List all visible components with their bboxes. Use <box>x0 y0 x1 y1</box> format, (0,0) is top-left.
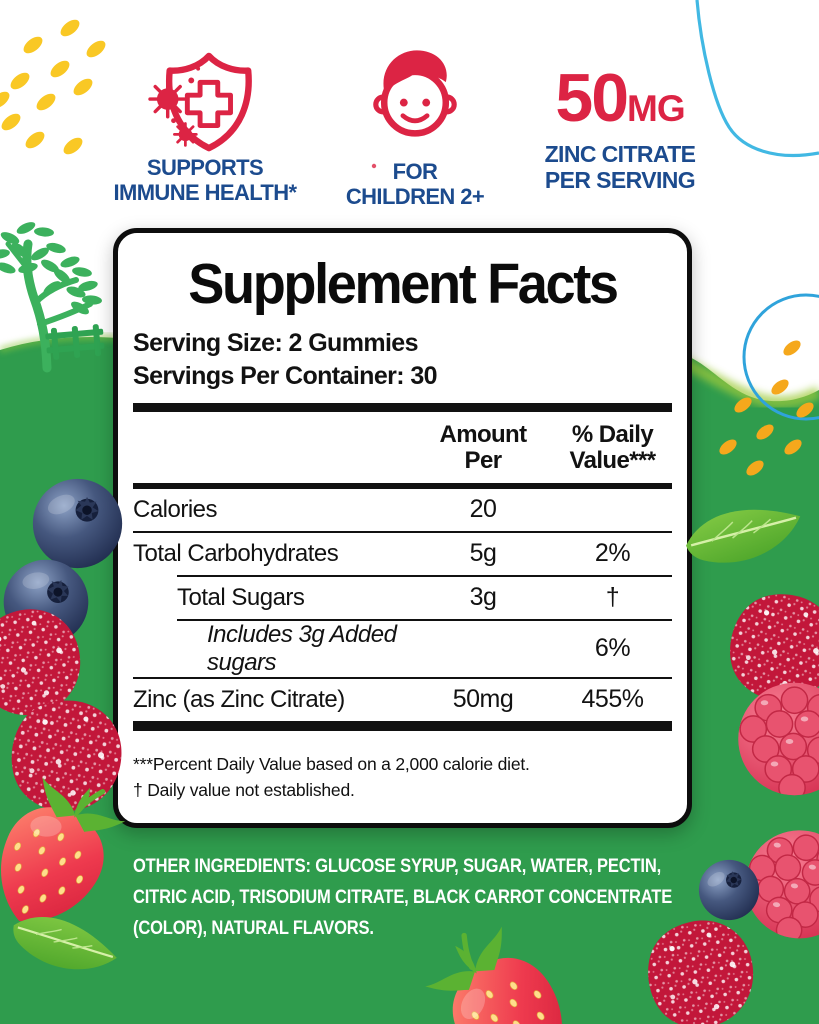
header-amount: Amount Per <box>439 421 527 475</box>
badge-immune: SUPPORTS IMMUNE HEALTH* <box>85 50 325 205</box>
badge-immune-line2: IMMUNE HEALTH* <box>113 179 297 205</box>
facts-row-carbohydrates: Total Carbohydrates 5g 2% <box>133 539 631 568</box>
divider-thick-bottom <box>133 720 672 731</box>
footnotes: ***Percent Daily Value based on a 2,000 … <box>133 751 672 804</box>
divider-mid <box>133 482 672 489</box>
zinc-amount: 50MG <box>525 64 715 132</box>
tree-illustration <box>0 222 102 373</box>
cyan-curve-line <box>695 0 819 158</box>
row-divider <box>177 574 672 577</box>
other-ingredients-label: OTHER INGREDIENTS: <box>133 856 311 877</box>
leaf-image <box>683 498 802 575</box>
facts-row-added-sugars: Includes 3g Added sugars 6% <box>207 620 631 676</box>
fence-illustration <box>45 324 105 360</box>
row-divider <box>133 530 672 533</box>
raspberry-image <box>730 812 819 951</box>
child-face-icon <box>373 50 457 137</box>
raspberry-image <box>732 674 819 799</box>
gummy-berry-image <box>0 600 91 725</box>
other-ingredients: OTHER INGREDIENTS: GLUCOSE SYRUP, SUGAR,… <box>133 852 709 944</box>
facts-row-calories: Calories 20 <box>133 495 497 524</box>
virus-icon <box>148 79 188 119</box>
badge-children-line2: CHILDREN 2+ <box>345 183 485 209</box>
footnote-daily-value: ***Percent Daily Value based on a 2,000 … <box>133 753 530 774</box>
immune-shield-icon <box>148 52 252 152</box>
facts-header-row: Amount Per % Daily Value*** <box>133 412 672 483</box>
zinc-amount-number: 50 <box>555 60 629 136</box>
badge-children: FOR CHILDREN 2+ <box>330 40 500 209</box>
leaf-image <box>5 891 119 1000</box>
blue-circle-outline <box>742 293 819 421</box>
row-divider <box>133 676 672 679</box>
facts-row-zinc: Zinc (as Zinc Citrate) 50mg 455% <box>133 685 644 714</box>
divider-thick-top <box>133 403 672 412</box>
badge-zinc-line2: PER SERVING <box>544 166 696 193</box>
footnote-dagger: † Daily value not established. <box>133 780 355 801</box>
panel-title: Supplement Facts <box>188 252 619 316</box>
badge-zinc: 50MG ZINC CITRATE PER SERVING <box>525 64 715 194</box>
facts-row-total-sugars: Total Sugars 3g † <box>177 583 620 612</box>
blueberry-image <box>0 550 98 654</box>
badge-children-line1: FOR <box>392 159 438 184</box>
blueberry-image <box>32 478 123 569</box>
row-divider <box>177 618 672 621</box>
servings-per-container: Servings Per Container: 30 <box>133 362 438 390</box>
badge-zinc-line1: ZINC CITRATE <box>544 141 696 167</box>
badge-immune-line1: SUPPORTS <box>146 155 264 180</box>
serving-size: Serving Size: 2 Gummies <box>133 329 419 357</box>
gummy-berry-image <box>718 582 819 713</box>
orange-dots-pattern <box>719 340 814 476</box>
header-daily-value: % Daily Value*** <box>569 421 657 475</box>
supplement-facts-panel: Supplement Facts Serving Size: 2 Gummies… <box>113 228 692 828</box>
zinc-amount-unit: MG <box>627 88 686 129</box>
other-ingredients-text: GLUCOSE SYRUP, SUGAR, WATER, PECTIN, CIT… <box>133 856 673 939</box>
virus-icon-small <box>173 122 198 147</box>
